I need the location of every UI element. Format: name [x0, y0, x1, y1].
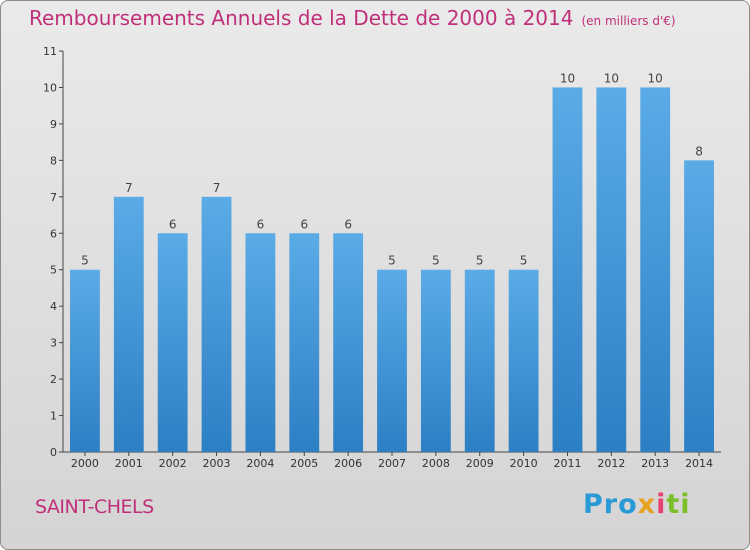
bar-value-label: 5: [476, 254, 484, 268]
x-tick-label: 2008: [422, 457, 450, 470]
y-tick-label: 11: [43, 45, 57, 58]
x-tick-label: 2012: [597, 457, 625, 470]
y-tick-label: 0: [50, 446, 57, 459]
bar-value-label: 10: [560, 71, 575, 85]
bar: [201, 196, 232, 452]
x-tick-label: 2004: [246, 457, 274, 470]
bar: [420, 269, 451, 452]
commune-name: SAINT-CHELS: [35, 496, 154, 518]
bar: [640, 87, 671, 453]
x-tick-label: 2001: [115, 457, 143, 470]
bar: [377, 269, 407, 452]
bar: [157, 233, 188, 452]
proxiti-logo: Proxiti: [583, 489, 691, 520]
bar-value-label: 10: [648, 71, 663, 85]
chart-subtitle: (en milliers d'€): [581, 14, 676, 28]
bar-value-label: 5: [388, 254, 396, 268]
x-tick-label: 2005: [290, 457, 318, 470]
bar-value-label: 7: [125, 181, 133, 195]
y-tick-label: 1: [50, 410, 57, 423]
bar-value-label: 7: [213, 181, 221, 195]
bar: [684, 160, 714, 452]
bar-value-label: 6: [169, 217, 177, 231]
logo-part-3: i: [656, 489, 667, 520]
y-tick-label: 3: [50, 337, 57, 350]
y-tick-label: 10: [43, 81, 57, 94]
x-tick-label: 2006: [334, 457, 362, 470]
bar-value-label: 6: [344, 217, 352, 231]
x-tick-label: 2010: [510, 457, 538, 470]
x-tick-label: 2013: [641, 457, 669, 470]
y-tick-label: 7: [50, 191, 57, 204]
y-tick-label: 2: [50, 373, 57, 386]
bar-value-label: 5: [520, 254, 528, 268]
y-tick-label: 9: [50, 118, 57, 131]
bar: [245, 233, 276, 452]
bar: [552, 87, 583, 453]
x-tick-label: 2011: [553, 457, 581, 470]
logo-part-4: ti: [666, 489, 691, 520]
x-tick-label: 2014: [685, 457, 713, 470]
x-tick-label: 2000: [71, 457, 99, 470]
bar: [70, 269, 100, 452]
bar-value-label: 6: [257, 217, 265, 231]
bar-value-label: 5: [432, 254, 440, 268]
bar-value-label: 8: [695, 144, 703, 158]
y-tick-label: 4: [50, 300, 57, 313]
chart-title-text: Remboursements Annuels de la Dette de 20…: [29, 6, 574, 30]
bar-value-label: 6: [300, 217, 308, 231]
bar-value-label: 10: [604, 71, 619, 85]
bar-value-label: 5: [81, 254, 89, 268]
x-tick-label: 2009: [466, 457, 494, 470]
logo-part-2: x: [637, 489, 657, 520]
chart-title: Remboursements Annuels de la Dette de 20…: [29, 6, 676, 30]
bar: [333, 233, 364, 452]
bar: [289, 233, 320, 452]
x-tick-label: 2007: [378, 457, 406, 470]
bar: [113, 196, 144, 452]
y-tick-label: 8: [50, 154, 57, 167]
x-tick-label: 2003: [203, 457, 231, 470]
y-tick-label: 6: [50, 227, 57, 240]
y-tick-label: 5: [50, 264, 57, 277]
bar: [508, 269, 539, 452]
bar: [464, 269, 495, 452]
x-tick-label: 2002: [159, 457, 187, 470]
logo-part-1: Pro: [583, 489, 638, 520]
bar: [596, 87, 627, 453]
